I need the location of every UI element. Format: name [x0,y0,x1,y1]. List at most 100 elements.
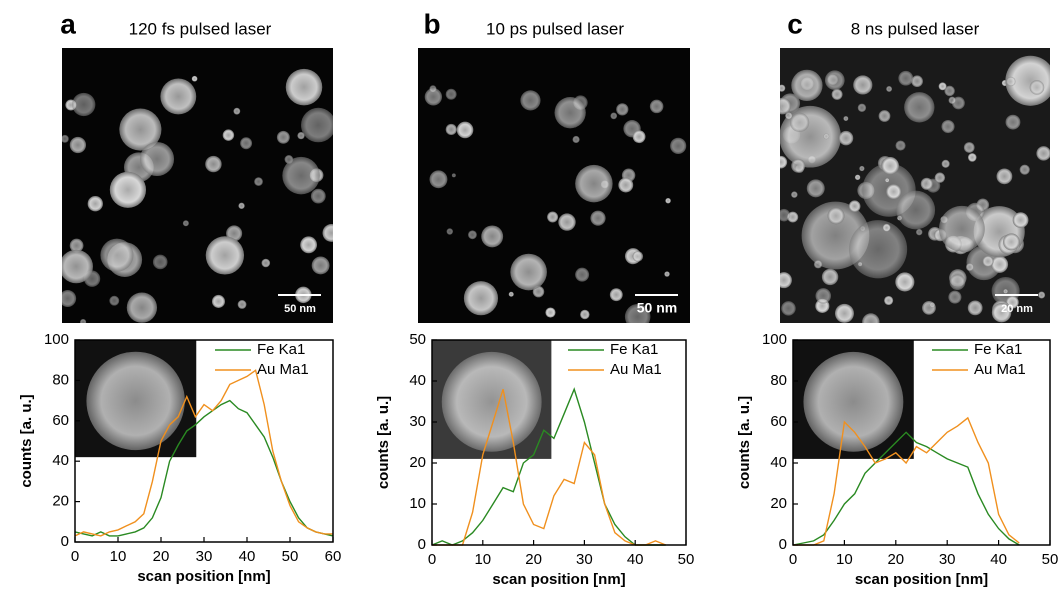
particle [1012,212,1029,228]
particle [941,159,950,168]
y-axis-label: counts [a. u.] [736,396,753,489]
particle [823,133,830,140]
x-tick-label: 50 [282,548,299,565]
particle [580,309,590,320]
x-tick-label: 10 [474,551,491,568]
x-tick-label: 30 [576,551,593,568]
particle [554,97,586,129]
micrograph: 50 nm [418,48,690,323]
particle [62,249,93,284]
particle [824,70,845,91]
particle [322,224,333,242]
x-tick-label: 40 [627,551,644,568]
x-tick-label: 20 [525,551,542,568]
x-tick-label: 50 [678,551,695,568]
particle [882,223,891,232]
particle [276,130,290,144]
particle [445,123,457,136]
particle [62,134,69,143]
particle [838,130,854,146]
micrograph: 50 nm [62,48,333,323]
x-tick-label: 10 [836,551,853,568]
plot-frame [431,339,687,546]
particle [618,177,634,193]
particle [895,140,906,151]
particle [853,75,873,95]
data-line [432,388,666,546]
particle [1002,233,1020,251]
particle [781,301,796,316]
particle [240,137,253,150]
plot-frame [792,339,1051,546]
particle [445,88,457,100]
x-tick-label: 40 [990,551,1007,568]
particle [310,188,326,204]
particle [791,158,806,173]
particle [938,82,947,91]
y-tick-label: 0 [61,533,69,550]
x-tick-label: 60 [325,548,342,565]
particle [233,107,241,115]
particles [62,68,333,323]
particle [948,96,956,104]
y-tick-label: 40 [770,454,787,471]
particle [1006,76,1016,87]
particle [944,85,955,97]
particle [967,153,977,162]
particle [854,174,861,181]
particle [100,238,134,272]
particle [238,202,245,209]
particle [632,130,646,144]
particle [109,171,147,208]
x-axis-label: scan position [nm] [492,571,625,588]
particle [558,213,576,231]
particle [285,68,323,106]
particle [911,75,923,88]
y-axis-label: counts [a. u.] [18,394,35,487]
particle [780,155,788,169]
y-tick-label: 0 [779,536,787,553]
particle [949,274,966,291]
inset-particle [803,351,904,452]
particle [237,300,247,309]
particle [848,200,861,213]
particle [664,271,670,277]
particle [649,99,664,114]
particle [446,228,454,235]
particle [616,103,629,116]
particle [806,179,825,198]
particle [282,156,320,195]
micrograph-bg [418,48,690,323]
particle [878,110,891,122]
micrograph: 20 nm [780,48,1050,323]
inset-particle [441,351,542,452]
legend-label: Au Ma1 [974,361,1026,378]
particle [780,272,792,289]
particle [575,267,590,282]
inset-particle [86,351,185,451]
particle [834,303,854,323]
y-tick-label: 60 [770,413,787,430]
particle [904,92,935,123]
particle [429,170,448,189]
particle [261,258,271,268]
particle [862,313,880,323]
particle [934,172,946,183]
particle [780,208,791,222]
particle [1038,291,1046,299]
particle [895,272,915,292]
particle [848,220,908,279]
particle [941,119,955,134]
particle [160,78,197,115]
particle [508,291,514,297]
particle [991,302,1012,323]
y-tick-label: 10 [409,495,426,512]
x-tick-label: 20 [153,548,170,565]
particle [182,220,189,227]
particle [990,255,1009,273]
particle [451,173,456,178]
particle [780,84,786,92]
x-tick-label: 50 [1042,551,1059,568]
particle [670,137,687,154]
particle [789,112,810,133]
